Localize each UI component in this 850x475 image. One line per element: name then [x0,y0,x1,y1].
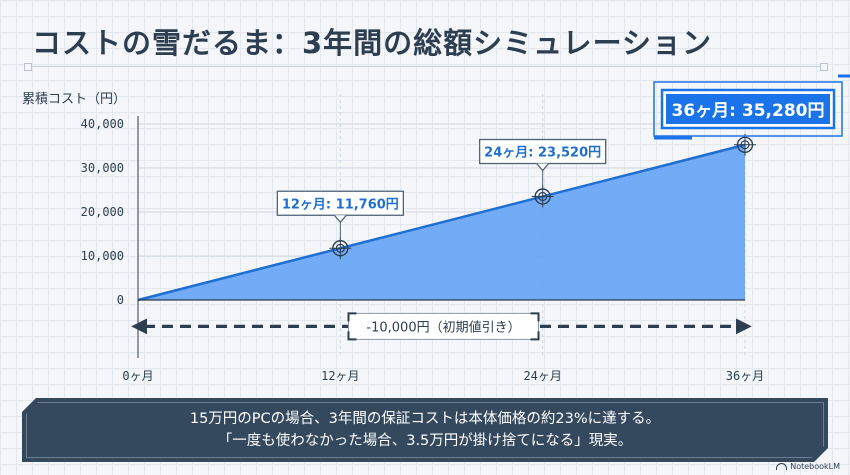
marker-ring-outer [332,240,349,257]
summary-line-2: 「一度も使わなかった場合、3.5万円が掛け捨てになる」現実。 [217,433,633,449]
y-tick-label: 30,000 [81,161,124,175]
discount-label-corner [347,312,357,322]
marker-ring-inner [740,140,750,150]
marker-ring-inner [538,191,548,202]
x-tick-label: 12ヶ月 [321,369,359,383]
summary-line-1: 15万円のPCの場合、3年間の保証コストは本体価格の約23%に達する。 [189,411,661,427]
chart-axes: 0 10,000 20,000 30,000 40,000 0ヶ月 12ヶ月 24ヶ月 36ヶ月 [81,116,764,383]
marker-label: 12ヶ月: 11,760円 [282,197,399,212]
y-tick-label: 20,000 [81,205,124,219]
y-axis-label: 累積コスト（円） [22,92,127,107]
milestone-marker: 24ヶ月: 23,520円 [479,138,607,208]
x-tick-label: 24ヶ月 [523,369,561,383]
marker-ring-outer [736,136,754,153]
marker-label-pointer [333,214,347,224]
milestone-marker: 12ヶ月: 11,760円 [276,190,404,260]
y-tick-label: 40,000 [81,117,124,131]
y-tick-label: 0 [117,293,124,307]
highlight-label: 36ヶ月: 35,280円 [672,101,825,121]
page-title: コストの雪だるま：3年間の総額シミュレーション [32,26,713,60]
discount-label-box [348,312,539,340]
chart-markers: 12ヶ月: 11,760円 24ヶ月: 23,520円 36ヶ月: 35,280円 [276,74,850,260]
brand-watermark: NotebookLM [776,462,840,471]
discount-label: -10,000円（初期値引き） [366,319,520,335]
highlight-corner-bracket [838,74,850,78]
marker-label-box [479,138,607,165]
x-tick-label: 36ヶ月 [726,369,764,383]
brand-name: NotebookLM [790,462,840,471]
discount-label-corner [530,331,540,341]
marker-ring-inner [335,243,345,253]
milestone-marker: 36ヶ月: 35,280円 [653,74,850,156]
highlight-label-fill [666,94,830,124]
marker-label: 24ヶ月: 23,520円 [484,146,601,161]
marker-label-pointer [536,163,550,172]
discount-label-corner [530,312,540,322]
title-divider [24,63,828,71]
chart-series [137,143,746,302]
highlight-outer-frame [653,81,843,137]
discount-label-corner [347,331,357,341]
notebooklm-logo-icon [776,463,788,470]
marker-ring-outer [534,188,551,205]
y-tick-label: 10,000 [81,249,124,263]
x-tick-label: 0ヶ月 [122,369,153,383]
summary-banner: 15万円のPCの場合、3年間の保証コストは本体価格の約23%に達する。 「一度も… [22,398,828,462]
cumulative-cost-line [137,143,746,302]
range-annotation: -10,000円（初期値引き） [131,312,752,341]
marker-label-box [276,190,404,216]
